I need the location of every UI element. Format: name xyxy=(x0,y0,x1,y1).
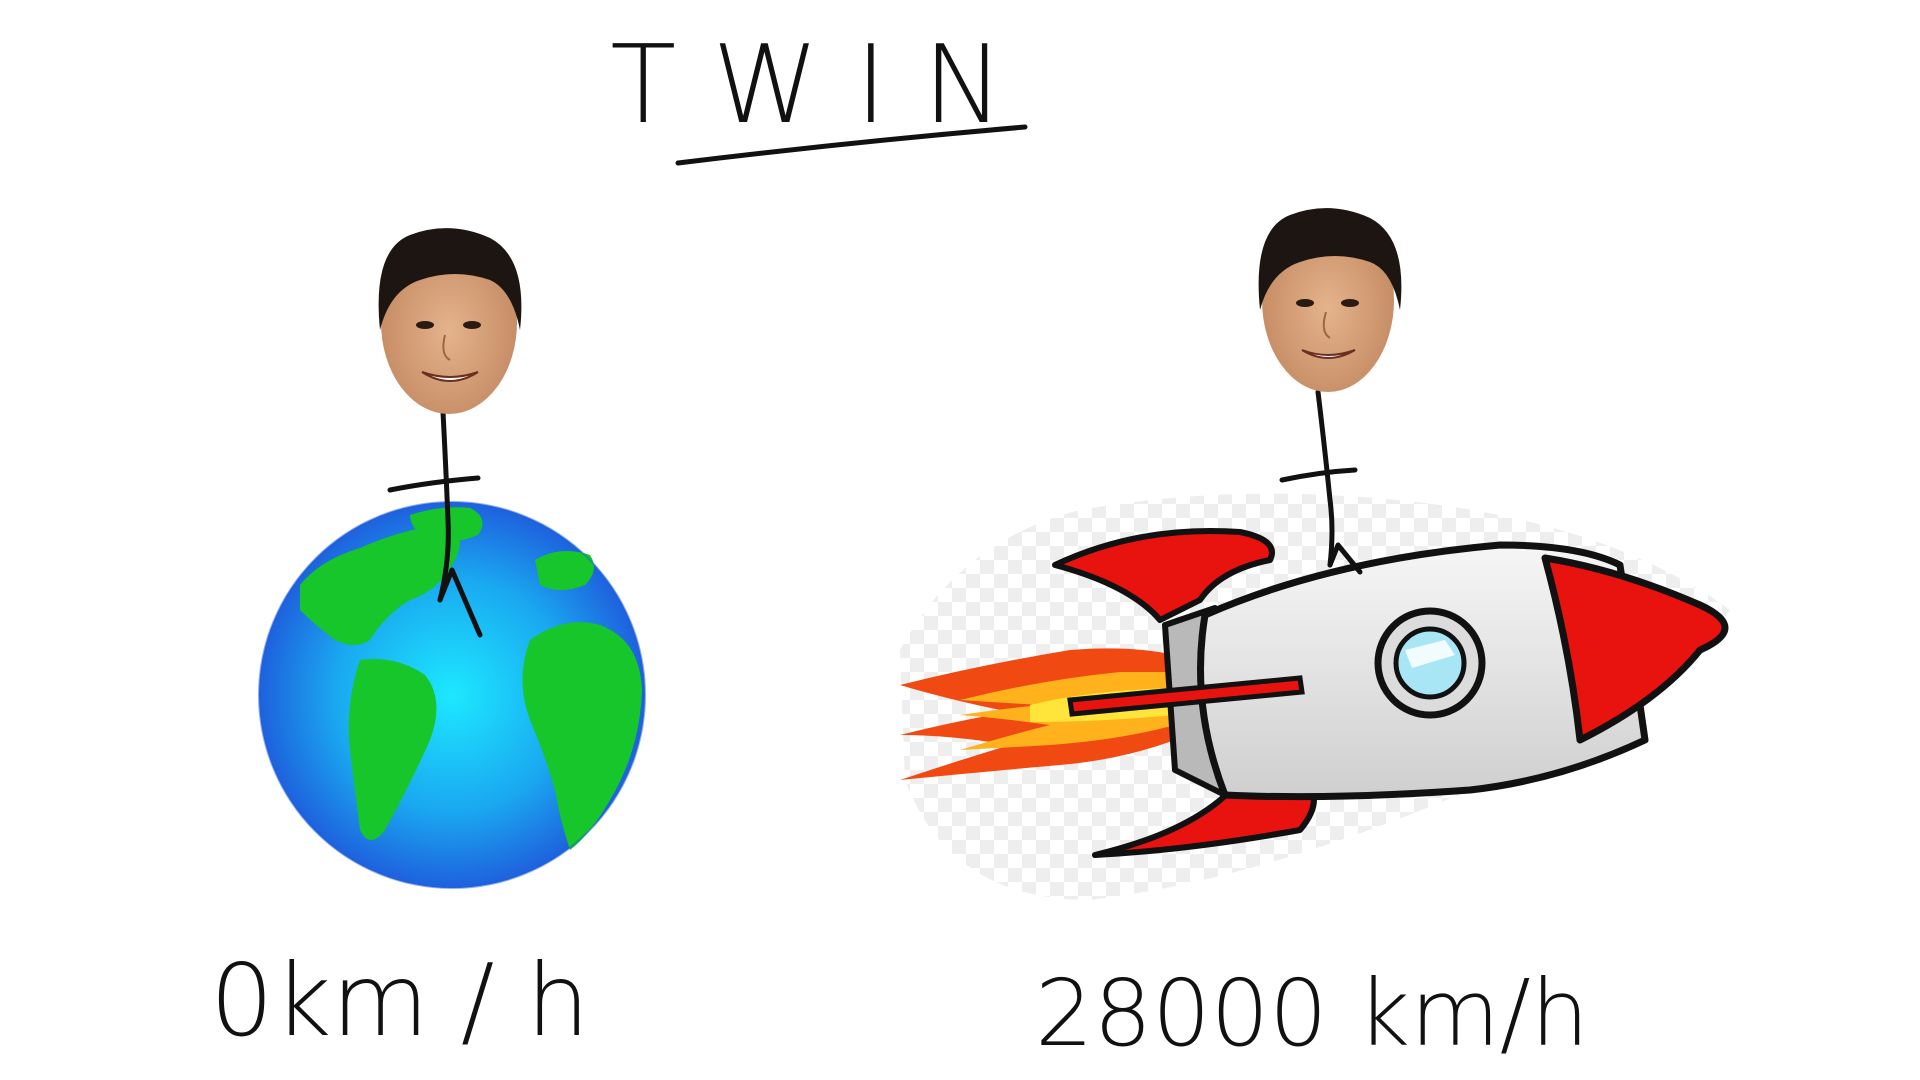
page-title: TWIN xyxy=(610,23,1039,148)
title-group: TWIN xyxy=(610,23,1039,166)
right-face-avatar xyxy=(1258,208,1402,392)
right-speed-label: 28000 km/h xyxy=(1035,960,1589,1067)
earth-globe-icon xyxy=(258,501,646,889)
title-underline xyxy=(675,124,1028,166)
rocket-icon xyxy=(900,527,1729,858)
right-stick-figure xyxy=(1279,389,1363,575)
left-stick-figure xyxy=(387,409,483,638)
right-twin: 28000 km/h xyxy=(900,208,1730,1067)
left-twin: 0km / h xyxy=(210,228,646,1059)
left-face-avatar xyxy=(378,228,522,414)
left-speed-label: 0km / h xyxy=(210,942,590,1059)
